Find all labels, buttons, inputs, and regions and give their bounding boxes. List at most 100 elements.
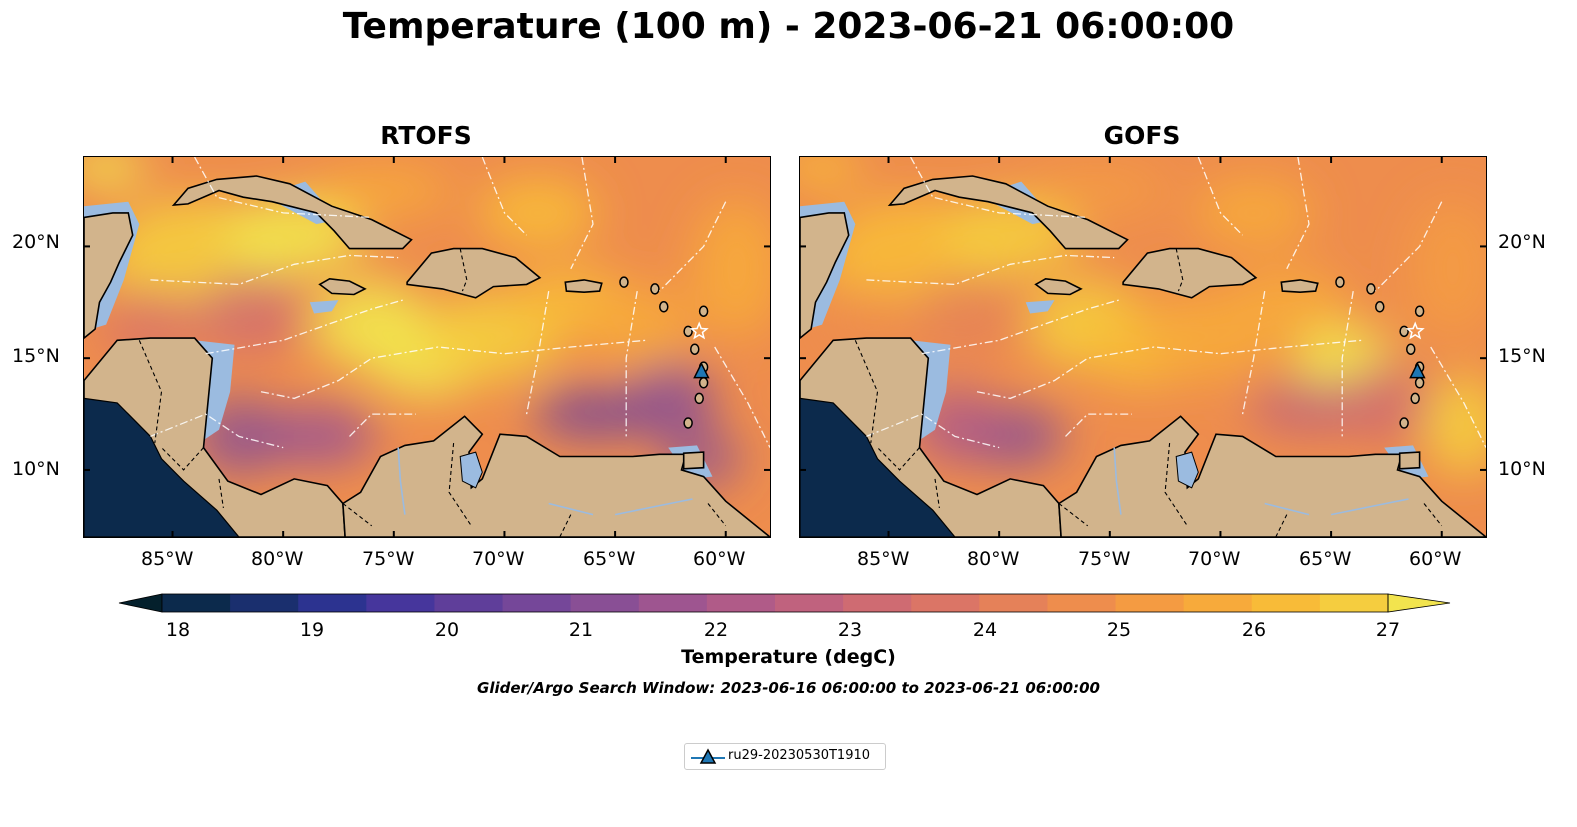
country-border: [1164, 443, 1188, 527]
island: [1399, 417, 1409, 429]
temperature-anomaly: [691, 198, 770, 339]
map-panel-gofs: [799, 156, 1487, 538]
eez-boundary: [1197, 157, 1244, 236]
star-icon: [1405, 321, 1425, 340]
colorbar-tick-label: 24: [972, 619, 998, 641]
colorbar-extend-high: [1387, 593, 1451, 613]
lake-maracaibo: [459, 451, 483, 489]
island: [1399, 325, 1409, 338]
lon-tick-label: 75°W: [1078, 548, 1131, 570]
temperature-anomaly: [800, 157, 863, 189]
legend-entry-label: ru29-20230530T1910: [728, 748, 871, 763]
river: [548, 502, 594, 516]
river: [1113, 447, 1122, 515]
river: [614, 498, 693, 516]
land-mass: [1058, 415, 1486, 537]
temperature-anomaly: [1423, 375, 1486, 476]
colorbar-swatch: [1047, 594, 1117, 612]
eez-boundary: [921, 299, 1119, 355]
island: [1414, 305, 1425, 317]
temperature-anomaly: [1407, 198, 1486, 339]
island: [694, 392, 704, 405]
land-mass: [84, 212, 134, 340]
colorbar-swatch: [1183, 594, 1253, 612]
temperature-anomaly: [532, 389, 653, 440]
lon-tick-label: 75°W: [362, 548, 415, 570]
colorbar-swatch: [706, 594, 776, 612]
eez-boundary: [1430, 346, 1486, 448]
eez-boundary: [1286, 157, 1310, 270]
panel-title-gofs: GOFS: [1103, 121, 1181, 150]
map-panel-rtofs: [83, 156, 771, 538]
colorbar-swatch: [230, 594, 299, 612]
eez-boundary: [1374, 201, 1443, 292]
colorbar-swatch: [1251, 594, 1321, 612]
lon-tick-label: 65°W: [1299, 548, 1352, 570]
temperature-anomaly: [256, 406, 377, 467]
lon-tick-label: 85°W: [141, 548, 194, 570]
island: [698, 377, 709, 389]
country-border: [1423, 503, 1443, 527]
colorbar-swatch: [502, 594, 572, 612]
lat-tick-label: 15°N: [12, 345, 60, 367]
island: [698, 305, 709, 317]
island: [683, 325, 693, 338]
lon-tick-label: 85°W: [857, 548, 910, 570]
island: [690, 343, 700, 355]
country-border: [459, 248, 468, 292]
temperature-map: [84, 157, 770, 537]
country-border: [877, 447, 920, 471]
eez-boundary: [714, 346, 770, 448]
colorbar-swatch: [366, 594, 436, 612]
temperature-anomaly: [1248, 382, 1369, 433]
island: [650, 283, 660, 295]
search-window-caption: Glider/Argo Search Window: 2023-06-16 06…: [477, 679, 1100, 697]
temperature-anomaly: [194, 273, 305, 354]
lat-tick-label: 20°N: [1498, 231, 1546, 253]
colorbar-swatch: [979, 594, 1049, 612]
land-mass: [800, 212, 850, 340]
lake-maracaibo: [1175, 451, 1199, 489]
island: [1335, 276, 1345, 288]
temperature-anomaly: [477, 177, 598, 248]
colorbar-swatch: [298, 594, 367, 612]
eez-boundary: [625, 290, 638, 437]
eez-boundary: [866, 254, 1115, 286]
country-border: [707, 503, 727, 527]
temperature-anomaly: [312, 165, 453, 216]
colorbar-swatch: [775, 594, 844, 612]
eez-boundary: [658, 201, 727, 292]
temperature-anomaly: [582, 284, 693, 365]
pacific-ocean: [800, 397, 956, 537]
eez-boundary: [194, 157, 372, 219]
island: [619, 276, 629, 288]
river: [1264, 502, 1310, 516]
country-border: [1175, 248, 1184, 292]
eez-boundary: [1341, 290, 1354, 437]
temperature-anomaly: [1341, 362, 1432, 443]
island: [1414, 377, 1425, 389]
land-mass: [682, 451, 705, 470]
colorbar-label: Temperature (degC): [681, 646, 896, 668]
colorbar-swatch: [434, 594, 504, 612]
island: [1410, 392, 1420, 405]
colorbar-tick-label: 20: [434, 619, 460, 641]
land-mass: [1034, 277, 1083, 296]
island: [659, 301, 669, 313]
country-border: [342, 503, 373, 527]
colorbar-tick-label: 25: [1106, 619, 1132, 641]
star-icon: [689, 321, 709, 340]
lon-tick-label: 60°W: [693, 548, 746, 570]
lon-tick-label: 80°W: [251, 548, 304, 570]
land-mass: [171, 175, 413, 250]
glider-triangle-icon: [691, 748, 725, 764]
shelf-area: [1025, 300, 1055, 314]
eez-boundary: [481, 157, 528, 236]
shelf-area: [309, 300, 339, 314]
colorbar-extend-low: [118, 593, 163, 613]
eez-boundary: [260, 339, 647, 400]
lon-tick-label: 65°W: [583, 548, 636, 570]
colorbar-swatch: [570, 594, 640, 612]
land-mass: [1398, 451, 1421, 470]
lon-tick-label: 70°W: [1188, 548, 1241, 570]
